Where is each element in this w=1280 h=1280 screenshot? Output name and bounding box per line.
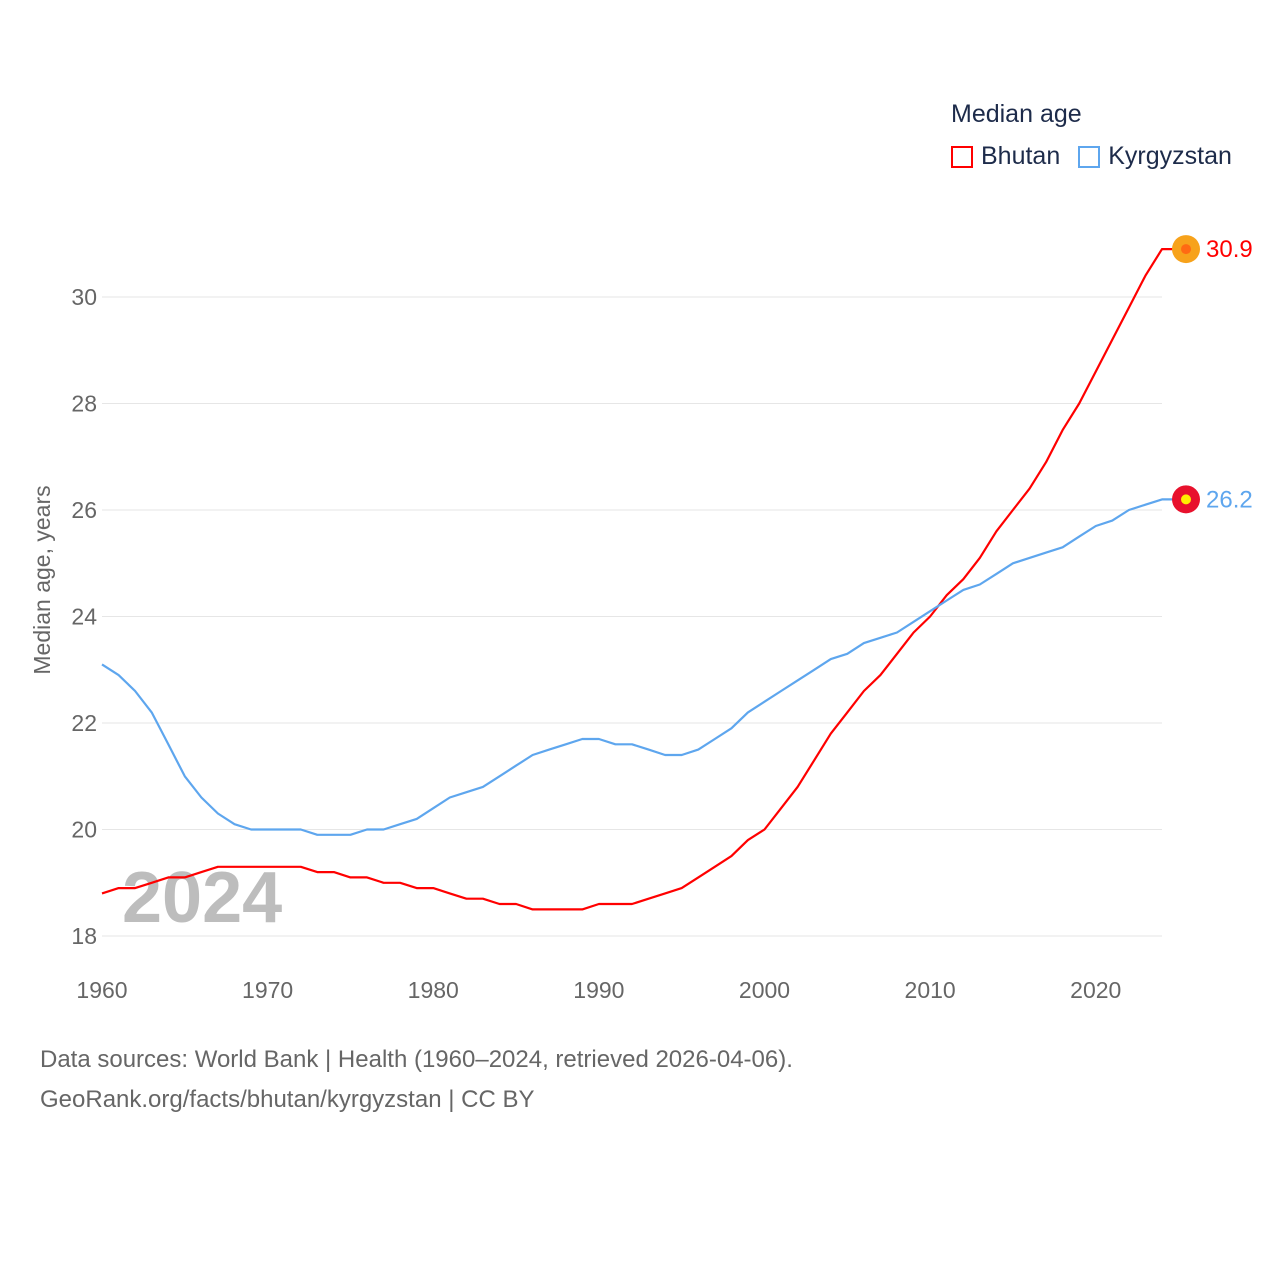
- x-tick-label: 1970: [242, 977, 293, 1003]
- legend-item-kyrgyzstan[interactable]: Kyrgyzstan: [1078, 142, 1232, 171]
- y-tick-label: 18: [71, 923, 97, 949]
- flag-emblem-icon: [1181, 244, 1191, 255]
- series-line-kyrgyzstan: [101, 498, 1186, 836]
- y-tick-label: 20: [71, 817, 97, 843]
- x-tick-label: 1980: [408, 977, 459, 1003]
- legend-label-kyrgyzstan: Kyrgyzstan: [1108, 142, 1232, 170]
- legend-swatch-kyrgyzstan: [1078, 145, 1101, 168]
- end-value-label-bhutan: 30.9: [1206, 236, 1253, 263]
- series-line-bhutan: [101, 248, 1186, 911]
- x-tick-label: 2010: [905, 977, 956, 1003]
- flag-emblem-icon: [1181, 494, 1191, 505]
- legend-swatch-bhutan: [951, 145, 973, 168]
- x-tick-label: 1990: [573, 977, 624, 1003]
- y-tick-label: 22: [71, 710, 97, 736]
- x-tick-label: 1960: [76, 977, 127, 1003]
- x-tick-label: 2000: [739, 977, 790, 1003]
- year-watermark: 2024: [122, 858, 282, 938]
- y-tick-label: 26: [71, 497, 97, 523]
- data-source-text: Data sources: World Bank | Health (1960–…: [40, 1046, 793, 1073]
- legend-title: Median age: [951, 100, 1082, 128]
- y-tick-label: 24: [71, 604, 97, 630]
- attribution-text[interactable]: GeoRank.org/facts/bhutan/kyrgyzstan | CC…: [40, 1086, 535, 1113]
- end-value-label-kyrgyzstan: 26.2: [1206, 486, 1253, 513]
- y-axis-label: Median age, years: [29, 485, 55, 674]
- y-tick-label: 30: [71, 284, 97, 310]
- x-tick-label: 2020: [1070, 977, 1121, 1003]
- legend-label-bhutan: Bhutan: [981, 142, 1061, 170]
- legend-item-bhutan[interactable]: Bhutan: [951, 142, 1060, 171]
- legend: Bhutan Kyrgyzstan: [951, 142, 1250, 171]
- y-tick-label: 28: [71, 391, 97, 417]
